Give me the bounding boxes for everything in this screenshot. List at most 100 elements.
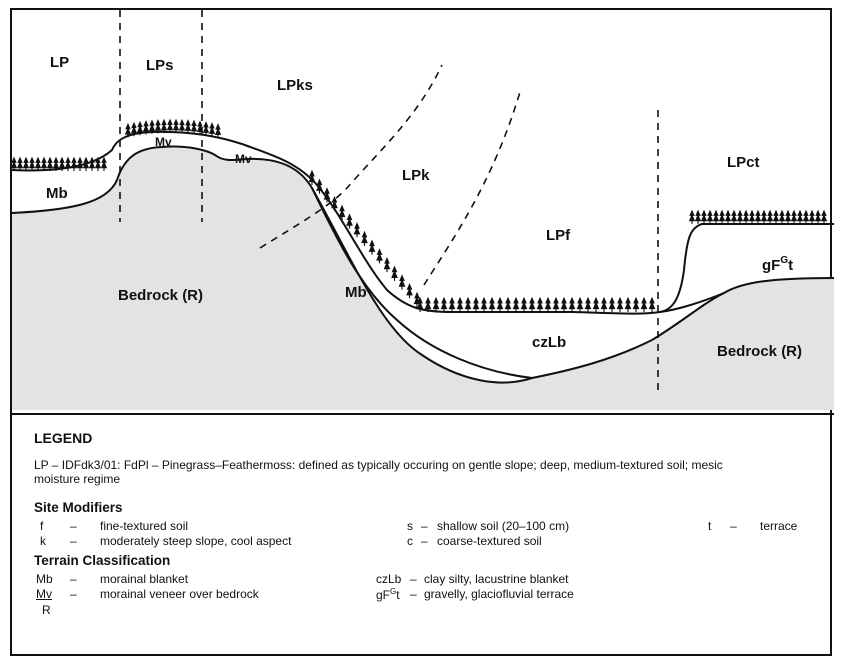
tree-icon	[648, 296, 656, 312]
tree-icon	[100, 156, 108, 171]
ground-surface-line	[12, 130, 834, 315]
tree-icon	[406, 283, 413, 299]
tree-icon	[802, 209, 810, 224]
terrain-dash: –	[70, 572, 77, 586]
terrain-code: gFGt	[376, 587, 400, 602]
tree-icon	[742, 209, 750, 224]
tree-icon	[40, 156, 48, 171]
tree-icon	[754, 209, 762, 224]
modifier-desc: coarse-textured soil	[437, 534, 542, 548]
terrain-desc: morainal veneer over bedrock	[100, 587, 259, 601]
zone-label-lpf: LPf	[546, 227, 571, 244]
tree-icon	[34, 156, 42, 171]
tree-icon	[766, 209, 774, 224]
terrain-desc: clay silty, lacustrine blanket	[424, 572, 569, 586]
terrain-desc: gravelly, glaciofluvial terrace	[424, 587, 574, 601]
unit-label-mb-center: Mb	[345, 284, 367, 301]
tree-icon	[70, 156, 78, 171]
modifier-dash: –	[730, 519, 737, 533]
tree-icon	[784, 209, 792, 224]
zone-label-lpks: LPks	[277, 77, 313, 94]
modifier-dash: –	[421, 519, 428, 533]
terrain-dash: –	[410, 587, 417, 601]
modifier-code: c	[407, 534, 413, 548]
legend-lp-description: LP – IDFdk3/01: FdPl – Pinegrass–Feather…	[34, 458, 824, 486]
legend-title: LEGEND	[34, 430, 93, 446]
tree-icon	[814, 209, 822, 224]
tree-icon	[600, 296, 608, 312]
unit-label-gfgt: gFGt	[762, 255, 793, 274]
tree-icon	[368, 239, 376, 255]
tree-icon	[202, 121, 210, 136]
tree-icon	[22, 156, 30, 171]
bedrock-right-area	[632, 278, 834, 410]
tree-icon	[608, 296, 616, 312]
tree-icon	[28, 156, 36, 171]
terrain-code-numerator: Mv	[36, 587, 52, 601]
tree-icon	[184, 119, 192, 134]
bedrock-left-area	[12, 146, 532, 410]
modifier-dash: –	[70, 519, 77, 533]
terrain-code: Mb	[36, 572, 53, 586]
modifier-dash: –	[70, 534, 77, 548]
modifier-desc: moderately steep slope, cool aspect	[100, 534, 292, 548]
boundary-lpk-lpf	[423, 91, 521, 286]
zone-label-lpct: LPct	[727, 154, 760, 171]
unit-label-mb-left: Mb	[46, 185, 68, 202]
tree-icon	[172, 118, 180, 134]
terrain-dash: –	[410, 572, 417, 586]
tree-icon	[432, 296, 440, 312]
tree-icon	[688, 209, 696, 224]
modifier-code: s	[407, 519, 413, 533]
tree-icon	[496, 296, 504, 312]
tree-icon	[576, 296, 584, 312]
tree-icon	[568, 296, 576, 312]
tree-icon	[398, 274, 406, 290]
tree-icon	[536, 296, 544, 312]
modifier-code: f	[40, 519, 44, 533]
tree-icon	[544, 296, 552, 312]
modifier-code: k	[40, 534, 46, 548]
tree-icon	[456, 296, 464, 312]
tree-icon	[178, 118, 186, 134]
tree-icon	[353, 222, 361, 238]
czlb-right-line	[659, 292, 725, 313]
mb-center-boundary-line	[311, 187, 533, 379]
unit-label-bedrock-left: Bedrock (R)	[118, 287, 203, 304]
bedrock-right-top-line	[651, 277, 834, 341]
tree-icon	[730, 209, 738, 224]
unit-label-mv-2: Mv	[235, 152, 252, 166]
tree-icon	[736, 209, 744, 224]
tree-icon	[166, 118, 174, 134]
zone-label-lps: LPs	[146, 57, 174, 74]
tree-icon	[778, 209, 786, 224]
zone-label-lpk: LPk	[402, 167, 430, 184]
diagram-frame: LP LPs LPks LPk LPct LPf Mb Mv Mv Bedroc…	[10, 8, 834, 656]
modifier-code: t	[708, 519, 712, 533]
tree-icon	[391, 265, 398, 281]
tree-icon	[448, 296, 456, 312]
terrain-code: czLb	[376, 572, 402, 586]
tree-icon	[12, 156, 18, 171]
terrain-desc: morainal blanket	[100, 572, 189, 586]
tree-icon	[552, 296, 560, 312]
tree-icon	[694, 209, 702, 224]
tree-icon	[640, 296, 648, 312]
modifier-dash: –	[421, 534, 428, 548]
modifier-desc: fine-textured soil	[100, 519, 189, 533]
tree-icon	[88, 156, 96, 171]
tree-icon	[520, 296, 528, 312]
tree-icon	[504, 296, 512, 312]
tree-icon	[528, 296, 536, 312]
tree-icon	[760, 209, 768, 224]
site-modifiers-heading: Site Modifiers	[34, 500, 123, 515]
tree-icon	[592, 296, 600, 312]
tree-icon	[376, 248, 383, 264]
tree-icon	[808, 209, 816, 224]
tree-icon	[464, 296, 472, 312]
tree-icon	[76, 156, 84, 171]
tree-icon	[16, 156, 24, 171]
tree-icon	[440, 296, 448, 312]
tree-icon	[361, 230, 368, 246]
legend-lp-line-2: moisture regime	[34, 472, 121, 486]
